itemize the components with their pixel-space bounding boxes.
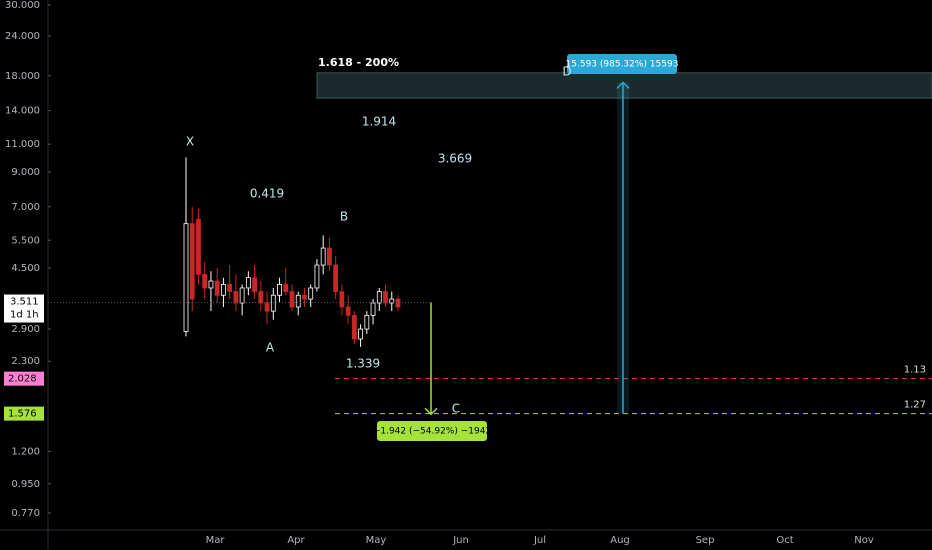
level-ratio: 1.13: [904, 365, 926, 376]
candle-body: [358, 328, 363, 340]
y-tick-label: 0.950: [11, 479, 40, 490]
candle-body: [196, 218, 201, 275]
measure-label: −1.942 (−54.92%) −1942: [373, 427, 491, 437]
candle-body: [339, 291, 345, 308]
candle-body: [370, 302, 376, 316]
arrow-head: [424, 407, 438, 416]
candle-body: [364, 314, 370, 330]
last-price-label: 3.511: [10, 297, 39, 308]
candle-body: [270, 294, 276, 312]
wave-annotation: 3.669: [438, 152, 472, 166]
x-tick-label: Oct: [776, 535, 793, 546]
price-badge: [4, 371, 44, 386]
candle-body: [252, 277, 257, 292]
price-badge-label: 2.028: [8, 374, 37, 385]
candle-body: [345, 306, 351, 316]
target-zone: [316, 72, 932, 99]
y-tick-label: 9.000: [11, 167, 40, 178]
measure-label: 15.593 (985.32%) 15593: [566, 60, 679, 70]
wave-annotation: X: [186, 135, 194, 149]
measure-badge: [377, 421, 487, 441]
x-tick-label: Nov: [854, 535, 874, 546]
candle-body: [239, 287, 245, 304]
candle-body: [314, 264, 320, 289]
price-badge: [4, 406, 44, 421]
candle-body: [289, 291, 295, 308]
y-tick-label: 0.770: [11, 508, 40, 519]
wave-annotation: D: [562, 65, 571, 79]
candle-body: [351, 314, 357, 340]
candle-body: [227, 284, 233, 292]
y-tick-label: 1.200: [11, 446, 40, 457]
y-tick-label: 14.000: [5, 106, 40, 117]
y-tick-label: 4.500: [11, 263, 40, 274]
candle-body: [327, 247, 332, 266]
candle-body: [376, 291, 382, 304]
candle-body: [302, 294, 307, 300]
wave-annotation: A: [266, 341, 275, 355]
candle-body: [245, 277, 251, 289]
arrow-head: [616, 81, 630, 89]
x-tick-label: Aug: [610, 535, 630, 546]
wave-annotation: 0.419: [250, 187, 284, 201]
candle-body: [202, 274, 208, 289]
wave-annotation: C: [452, 402, 460, 416]
x-tick-label: Apr: [287, 535, 305, 546]
candle-body: [214, 280, 220, 296]
candle-body: [295, 294, 301, 308]
candle-body: [189, 223, 195, 300]
y-tick-label: 5.500: [11, 235, 40, 246]
y-tick-label: 24.000: [5, 31, 40, 42]
measure-badge: [567, 54, 677, 74]
wave-annotation: B: [340, 210, 348, 224]
zone-label: 1.618 - 200%: [318, 56, 399, 69]
y-tick-label: 30.000: [5, 0, 40, 11]
y-tick-label: 2.900: [11, 324, 40, 335]
price-badge-label: 1.576: [8, 409, 37, 420]
wave-annotation: 1.914: [362, 115, 396, 129]
x-tick-label: Jul: [533, 535, 546, 546]
y-tick-label: 11.000: [5, 139, 40, 150]
candle-body: [383, 291, 388, 304]
y-tick-label: 2.300: [11, 356, 40, 367]
candle-body: [333, 264, 339, 292]
wave-annotation: 1.339: [346, 357, 380, 371]
x-tick-label: Sep: [696, 535, 715, 546]
x-tick-label: May: [366, 535, 387, 546]
candle-body: [233, 291, 239, 304]
candle-body: [183, 223, 189, 332]
candle-body: [389, 298, 395, 304]
candle-body: [320, 247, 326, 266]
y-tick-label: 7.000: [11, 202, 40, 213]
candle-body: [221, 284, 226, 296]
candle-body: [308, 287, 314, 300]
candle-body: [283, 284, 289, 292]
level-ratio: 1.27: [904, 400, 926, 411]
y-tick-label: 18.000: [5, 71, 40, 82]
last-price-badge: [4, 294, 44, 323]
x-tick-label: Mar: [206, 535, 226, 546]
candle-body: [264, 302, 270, 312]
candle-body: [208, 280, 214, 289]
x-tick-label: Jun: [452, 535, 469, 546]
candle-body: [258, 291, 264, 304]
last-price-sublabel: 1d 1h: [10, 310, 39, 321]
candle-body: [277, 284, 282, 296]
